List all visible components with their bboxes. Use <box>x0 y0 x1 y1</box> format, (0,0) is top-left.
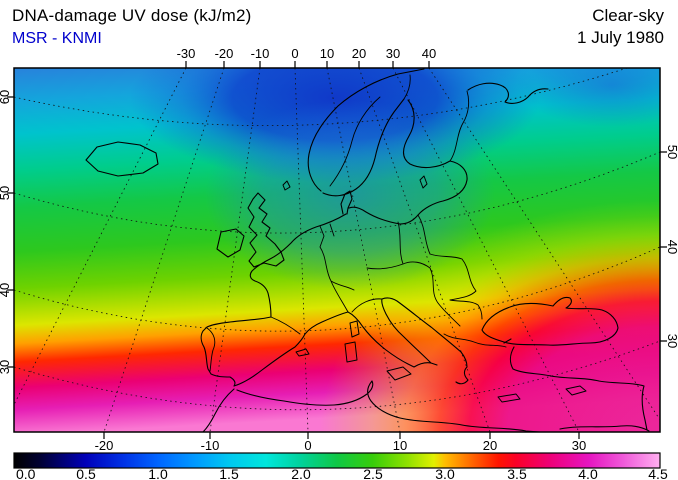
figure-condition: Clear-sky <box>592 6 664 25</box>
colorbar-label: 4.0 <box>578 466 598 480</box>
colorbar-frame <box>13 452 661 469</box>
lat-label-left: 50 <box>0 186 12 200</box>
bottom-axis-ticks <box>103 432 580 439</box>
lat-label-right: 40 <box>665 240 678 254</box>
lat-label-right: 30 <box>665 334 678 348</box>
islands-path <box>282 175 587 403</box>
lon-label-top: 20 <box>352 46 366 61</box>
country-borders-path <box>206 74 507 372</box>
lon-label-top: -10 <box>251 46 270 61</box>
top-axis-ticks <box>185 61 430 68</box>
map-outlines <box>85 68 650 432</box>
lon-label-top: 10 <box>320 46 334 61</box>
uv-heat-field <box>14 68 660 432</box>
colorbar-label: 2.5 <box>363 466 383 480</box>
figure-title: DNA-damage UV dose (kJ/m2) <box>12 6 252 25</box>
low-uv-central-blob <box>205 100 495 290</box>
left-axis-ticks <box>7 96 14 368</box>
colorbar-label: 0.5 <box>76 466 96 480</box>
colorbar-gradient <box>14 453 660 468</box>
lat-label-left: 60 <box>0 90 12 104</box>
lon-label-top: -20 <box>215 46 234 61</box>
figure-date: 1 July 1980 <box>577 28 664 47</box>
lon-label-top: 30 <box>386 46 400 61</box>
high-uv-southeast-blob <box>320 200 660 432</box>
graticule-lines <box>14 68 660 432</box>
low-uv-northeast-blob <box>517 68 660 127</box>
figure-source: MSR - KNMI <box>12 30 102 47</box>
coastline-path <box>85 68 650 432</box>
right-axis-ticks <box>660 151 667 342</box>
colorbar-label: 3.5 <box>507 466 527 480</box>
lat-label-left: 40 <box>0 283 12 297</box>
colorbar-label: 1.5 <box>219 466 239 480</box>
lon-label-bottom: -20 <box>95 438 114 453</box>
lon-label-top: 40 <box>422 46 436 61</box>
lon-label-top: 0 <box>291 46 298 61</box>
colorbar-label: 2.0 <box>291 466 311 480</box>
lat-label-left: 30 <box>0 360 12 374</box>
colorbar-label: 1.0 <box>148 466 168 480</box>
lon-label-bottom: 30 <box>572 438 586 453</box>
graticule <box>14 68 660 432</box>
lat-label-right: 50 <box>665 145 678 159</box>
lon-label-bottom: 10 <box>393 438 407 453</box>
colorbar-label: 0.0 <box>16 466 36 480</box>
lon-label-top: -30 <box>177 46 196 61</box>
lon-label-bottom: 20 <box>483 438 497 453</box>
colorbar-label: 3.0 <box>435 466 455 480</box>
colorbar-label: 4.5 <box>648 466 668 480</box>
lon-label-bottom: -10 <box>201 438 220 453</box>
map-frame <box>13 67 661 433</box>
lon-label-bottom: 0 <box>304 438 311 453</box>
